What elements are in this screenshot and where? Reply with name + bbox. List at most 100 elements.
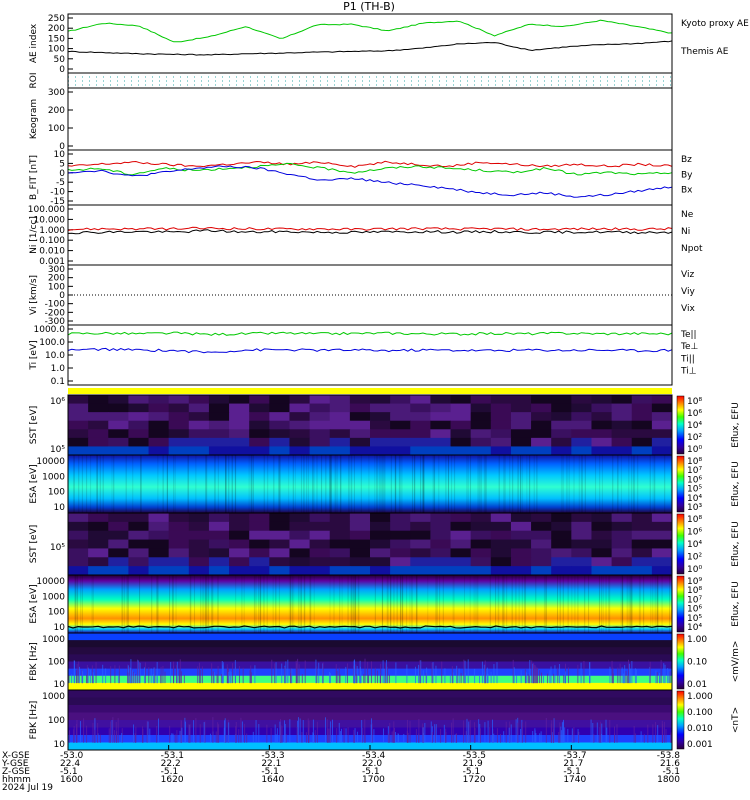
- spectrogram-cell: [531, 521, 552, 532]
- spectrogram-cell: [430, 437, 452, 447]
- spectrogram-cell: [168, 403, 190, 413]
- y-tick-label: 10.000: [34, 215, 66, 225]
- spectrogram-cell: [188, 521, 210, 532]
- x-row-label: hhmm: [2, 775, 31, 785]
- colorbar: [676, 455, 685, 513]
- legend-entry: Ni: [681, 227, 690, 237]
- spectrogram-cell: [88, 412, 109, 422]
- figure-title: P1 (TH-B): [343, 0, 395, 13]
- x-tick-label: -53.7: [563, 751, 586, 761]
- colorbar-tick-label: 10⁴: [687, 623, 702, 633]
- spectrogram-cell: [591, 437, 613, 447]
- y-tick-label: 0: [59, 142, 65, 152]
- spectrogram-cell: [168, 412, 190, 422]
- y-tick-label: 100: [48, 658, 65, 668]
- y-tick-label: 10: [54, 623, 66, 633]
- spectrogram-cell: [370, 539, 391, 549]
- spectrogram-cell: [490, 412, 512, 422]
- spectrogram-cell: [329, 539, 351, 549]
- spectrogram-cell: [591, 557, 613, 567]
- spectrogram-cell: [651, 446, 673, 456]
- spectrogram-cell: [591, 429, 613, 439]
- spectrogram-cell: [128, 521, 150, 532]
- colorbar: [676, 395, 685, 455]
- spectrogram-cell: [631, 429, 653, 439]
- spectrogram-cell: [188, 539, 210, 549]
- spectrogram-cell: [349, 566, 371, 576]
- x-tick-label: -53.1: [161, 751, 184, 761]
- spectrogram-cell: [229, 420, 250, 430]
- spectrogram-cell: [229, 539, 250, 549]
- fbk-band: [68, 697, 672, 706]
- y-tick-label: 200: [48, 274, 65, 284]
- spectrogram-cell: [430, 395, 452, 405]
- spectrogram-cell: [289, 420, 311, 430]
- spectrogram-cell: [651, 557, 673, 567]
- spectrogram-cell: [208, 403, 230, 413]
- y-tick-label: 200: [48, 24, 65, 34]
- spectrogram-cell: [490, 557, 512, 567]
- spectrogram-cell: [168, 420, 190, 430]
- spectrogram-cell: [510, 420, 532, 430]
- series-line: [67, 226, 673, 231]
- spectrogram-cell: [551, 539, 572, 549]
- spectrogram-cell: [229, 566, 250, 576]
- spectrogram-cell: [68, 446, 89, 456]
- spectrogram-cell: [631, 412, 653, 422]
- spectrogram-cell: [148, 395, 170, 405]
- series-line: [67, 40, 673, 56]
- spectrogram-cell: [410, 429, 431, 439]
- colorbar: [676, 633, 685, 690]
- legend-entry: Bz: [681, 155, 692, 165]
- spectrogram-cell: [349, 420, 371, 430]
- spectrogram-cell: [651, 420, 673, 430]
- spectrogram-cell: [370, 395, 391, 405]
- spectrogram-cell: [68, 437, 89, 447]
- spectrogram-cell: [531, 403, 552, 413]
- y-tick-label: 0: [59, 291, 65, 301]
- spectrogram-cell: [370, 429, 391, 439]
- fbk-band: [68, 712, 672, 721]
- spectrogram-cell: [490, 429, 512, 439]
- spectrogram-cell: [450, 403, 472, 413]
- spectrogram-cell: [269, 446, 290, 456]
- spectrogram-cell: [349, 403, 371, 413]
- legend-entry: By: [681, 170, 693, 180]
- panel-frame: [67, 13, 673, 74]
- y-tick-label: 0.001: [39, 257, 65, 267]
- series-line: [67, 160, 673, 168]
- spectrogram-cell: [289, 412, 311, 422]
- colorbar-tick-label: 10⁸: [687, 397, 702, 407]
- spectrogram-cell: [208, 530, 230, 541]
- colorbar-tick-label: 10⁶: [687, 409, 702, 419]
- spectrogram-cell: [430, 429, 452, 439]
- fbk-band: [68, 661, 672, 670]
- spectrogram-cell: [249, 395, 270, 405]
- spectrogram-cell: [269, 539, 290, 549]
- colorbar-tick-label: 1.00: [687, 635, 707, 645]
- spectrogram-cell: [249, 521, 270, 532]
- x-tick-label: -5.1: [563, 767, 581, 777]
- y-tick-label: -100: [45, 300, 66, 310]
- spectrogram-cell: [510, 513, 532, 523]
- spectrogram-cell: [68, 530, 89, 541]
- spectrogram-cell: [88, 446, 109, 456]
- spectrogram-cell: [208, 429, 230, 439]
- spectrogram-cell: [128, 548, 150, 558]
- colorbar-label: Eflux, EFU: [731, 581, 741, 627]
- x-row-label: 2024 Jul 19: [2, 783, 53, 793]
- y-tick-label: 1000: [42, 635, 65, 645]
- spectrogram-cell: [269, 530, 290, 541]
- colorbar-tick-label: 0.01: [687, 680, 707, 690]
- spectrogram-cell: [551, 566, 572, 576]
- spectrogram-cell: [370, 403, 391, 413]
- spectrogram-cell: [329, 446, 351, 456]
- colorbar-tick-label: 10²: [687, 433, 702, 443]
- fbk-band: [68, 668, 672, 677]
- x-tick-label: 21.9: [463, 759, 483, 769]
- spectrogram-cell: [631, 420, 653, 430]
- x-tick-label: 22.2: [161, 759, 181, 769]
- spectrogram-cell: [611, 566, 633, 576]
- spectrogram-cell: [108, 566, 129, 576]
- spectrogram-cell: [631, 513, 653, 523]
